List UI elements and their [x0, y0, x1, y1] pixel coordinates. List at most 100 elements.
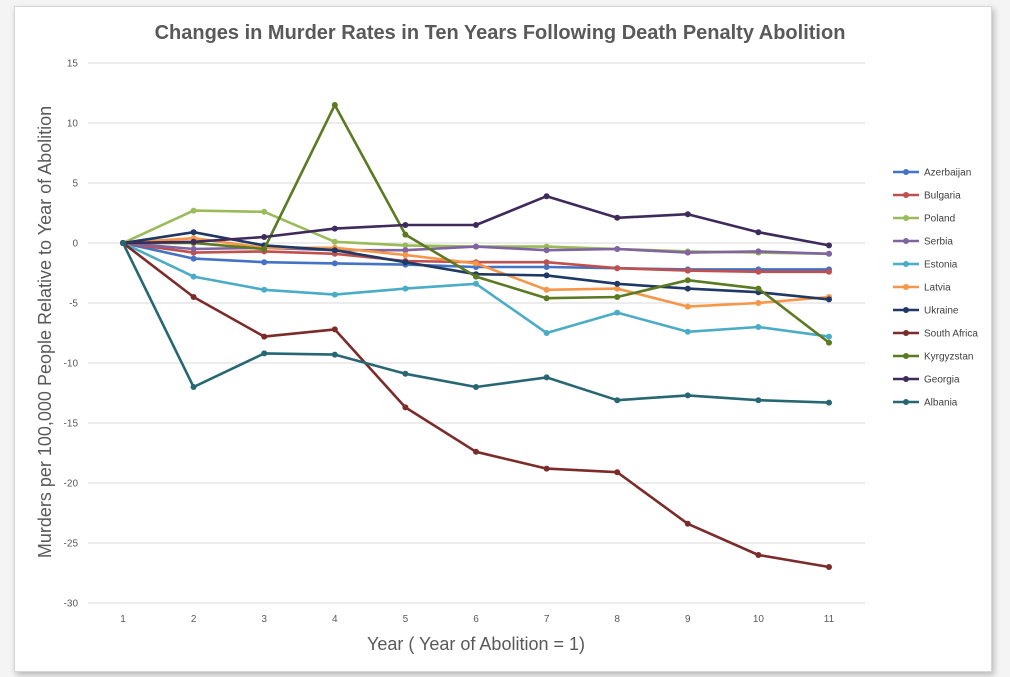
legend-label: Georgia — [924, 375, 960, 386]
gridlines — [88, 62, 865, 604]
data-point — [402, 404, 409, 411]
data-point — [473, 222, 479, 228]
legend-swatch-marker — [903, 353, 909, 359]
legend-item: Ukraine — [893, 306, 959, 317]
data-point — [543, 259, 550, 266]
data-point — [190, 384, 197, 390]
data-point — [190, 246, 197, 252]
data-point — [684, 277, 691, 284]
legend-swatch-marker — [903, 169, 909, 175]
series-albania — [120, 240, 832, 406]
series-latvia — [120, 235, 832, 310]
data-point — [543, 295, 550, 302]
data-point — [261, 350, 268, 357]
x-tick-label: 3 — [261, 614, 267, 625]
series-lines — [120, 102, 832, 570]
data-point — [402, 247, 409, 254]
data-point — [331, 291, 338, 298]
data-point — [684, 267, 691, 274]
data-point — [261, 286, 268, 293]
y-tick-label: -30 — [64, 599, 79, 610]
data-point — [402, 222, 409, 228]
data-point — [473, 280, 479, 287]
data-point — [402, 259, 409, 266]
data-point — [614, 469, 621, 476]
data-point — [684, 520, 691, 527]
legend-swatch-marker — [903, 215, 909, 221]
data-point — [684, 392, 691, 399]
x-axis-ticks: 1 2 3 4 5 6 7 8 9 10 11 — [120, 614, 834, 625]
y-tick-label: -10 — [64, 359, 79, 370]
data-point — [331, 102, 338, 108]
data-point — [614, 309, 621, 316]
legend-item: Poland — [893, 214, 955, 225]
legend-label: Azerbaijan — [924, 168, 971, 179]
legend-label: Bulgaria — [924, 191, 961, 202]
data-point — [755, 229, 762, 236]
chart-title: Changes in Murder Rates in Ten Years Fol… — [155, 22, 846, 44]
data-point — [331, 326, 338, 333]
data-point — [543, 264, 550, 270]
data-point — [120, 240, 126, 246]
series-georgia — [120, 193, 832, 249]
legend-item: Azerbaijan — [893, 168, 971, 179]
data-point — [402, 370, 409, 377]
legend-item: Albania — [893, 398, 958, 409]
data-point — [473, 448, 479, 455]
data-point — [473, 273, 479, 280]
data-point — [190, 229, 197, 236]
data-point — [826, 564, 832, 570]
data-point — [190, 238, 197, 245]
data-point — [473, 243, 479, 250]
x-tick-label: 9 — [685, 614, 691, 625]
data-point — [331, 351, 338, 358]
x-tick-label: 2 — [191, 614, 197, 625]
data-point — [755, 300, 762, 306]
data-point — [261, 208, 268, 215]
legend-label: Estonia — [924, 260, 958, 271]
data-point — [684, 328, 691, 335]
data-point — [473, 384, 479, 390]
legend-item: Georgia — [893, 375, 960, 386]
data-point — [543, 374, 550, 381]
y-tick-label: 15 — [67, 59, 79, 70]
x-tick-label: 6 — [473, 614, 479, 625]
data-point — [826, 296, 832, 303]
x-tick-label: 7 — [544, 614, 550, 625]
data-point — [684, 285, 691, 292]
data-point — [826, 399, 832, 406]
data-point — [261, 234, 268, 240]
x-tick-label: 5 — [403, 614, 409, 625]
legend-item: Latvia — [893, 283, 951, 294]
data-point — [826, 250, 832, 257]
data-point — [190, 294, 197, 300]
data-point — [190, 255, 197, 262]
legend-label: Poland — [924, 214, 955, 225]
legend: Azerbaijan Bulgaria Poland Serbia Estonia Lat… — [893, 168, 978, 409]
y-tick-label: -25 — [64, 539, 79, 550]
x-tick-label: 10 — [753, 614, 765, 625]
x-tick-label: 4 — [332, 614, 338, 625]
data-point — [755, 285, 762, 292]
legend-swatch-marker — [903, 330, 909, 336]
y-tick-label: 0 — [72, 239, 78, 250]
legend-swatch-marker — [903, 284, 909, 290]
data-point — [543, 193, 550, 200]
legend-swatch-marker — [903, 307, 909, 313]
data-point — [331, 238, 338, 245]
data-point — [543, 247, 550, 254]
y-tick-label: -20 — [64, 479, 79, 490]
y-axis-ticks: 15 10 5 0 -5 -10 -15 -20 -25 -30 — [64, 59, 79, 610]
y-tick-label: -5 — [69, 299, 78, 310]
data-point — [402, 285, 409, 292]
data-point — [331, 225, 338, 232]
data-point — [755, 268, 762, 275]
data-point — [684, 303, 691, 310]
legend-swatch-marker — [903, 261, 909, 267]
data-point — [614, 246, 621, 252]
data-point — [331, 260, 338, 267]
data-point — [755, 397, 762, 404]
x-axis-title: Year ( Year of Abolition = 1) — [367, 634, 585, 654]
series-estonia — [120, 240, 832, 340]
